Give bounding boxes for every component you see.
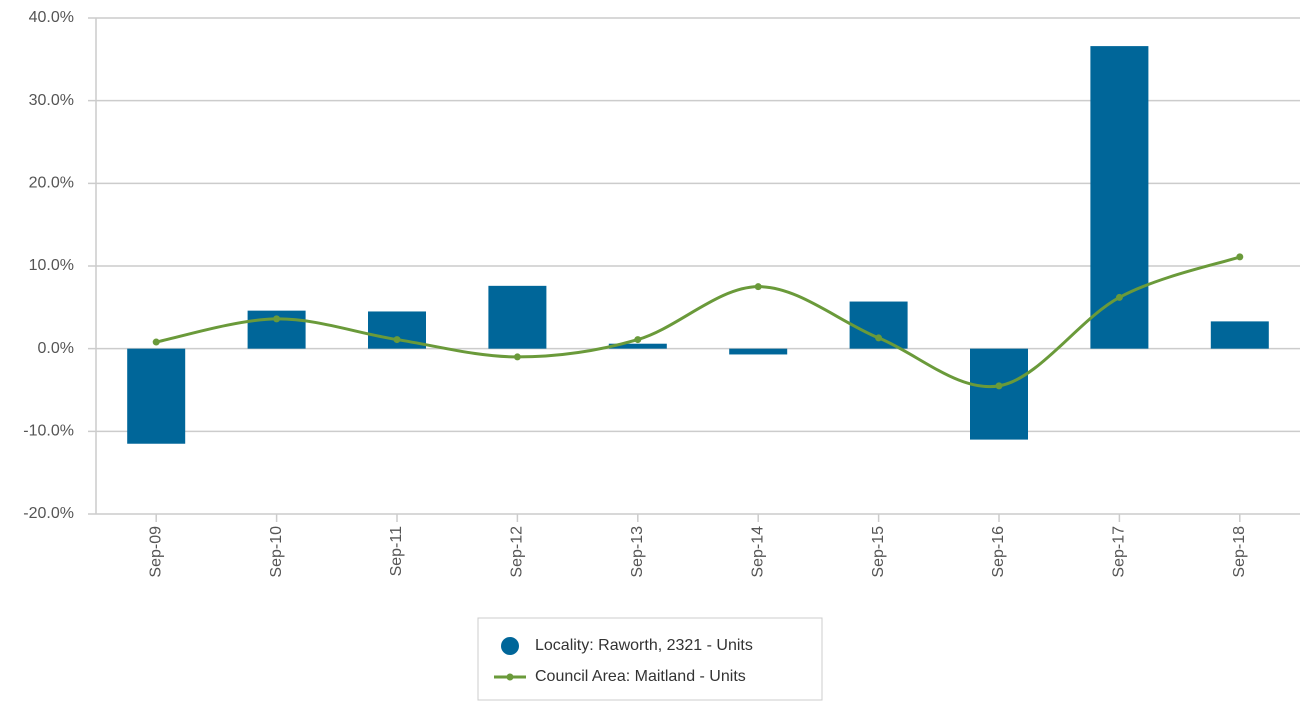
- line-point: [513, 353, 521, 361]
- legend-box: [477, 617, 823, 701]
- x-tick-label: Sep-11: [388, 526, 405, 577]
- bar: [488, 285, 547, 349]
- bar: [729, 348, 788, 355]
- bar: [1210, 321, 1269, 349]
- x-tick-label: Sep-10: [268, 526, 285, 578]
- bar: [849, 301, 908, 349]
- y-tick-label: 0.0%: [38, 340, 74, 357]
- line-point: [754, 283, 762, 291]
- x-tick-label: Sep-09: [147, 526, 164, 578]
- y-tick-label: 10.0%: [29, 257, 74, 274]
- line-point: [152, 338, 160, 346]
- y-tick-label: 40.0%: [29, 9, 74, 26]
- x-tick-label: Sep-12: [509, 526, 526, 578]
- x-tick-label: Sep-18: [1231, 526, 1248, 578]
- line-point: [273, 315, 281, 323]
- y-tick-label: 20.0%: [29, 175, 74, 192]
- line-point: [1115, 293, 1123, 301]
- legend-label: Locality: Raworth, 2321 - Units: [535, 637, 753, 654]
- legend-marker: [506, 673, 514, 681]
- y-tick-label: -10.0%: [23, 423, 74, 440]
- y-tick-label: -20.0%: [23, 505, 74, 522]
- x-tick-label: Sep-13: [629, 526, 646, 578]
- legend-marker: [501, 637, 519, 655]
- line-point: [393, 336, 401, 344]
- bar: [127, 348, 186, 444]
- x-tick-label: Sep-14: [749, 526, 766, 578]
- line: [155, 255, 1241, 389]
- line-point: [995, 382, 1003, 390]
- bar: [1090, 46, 1149, 349]
- bar: [970, 348, 1028, 440]
- line-point: [1236, 253, 1244, 261]
- x-tick-label: Sep-17: [1111, 526, 1128, 578]
- line-point: [875, 334, 883, 342]
- legend-label: Council Area: Maitland - Units: [535, 668, 746, 685]
- x-tick-label: Sep-16: [990, 526, 1007, 578]
- x-tick-label: Sep-15: [870, 526, 887, 578]
- bar: [608, 343, 667, 349]
- line-point: [634, 336, 642, 344]
- y-tick-label: 30.0%: [29, 92, 74, 109]
